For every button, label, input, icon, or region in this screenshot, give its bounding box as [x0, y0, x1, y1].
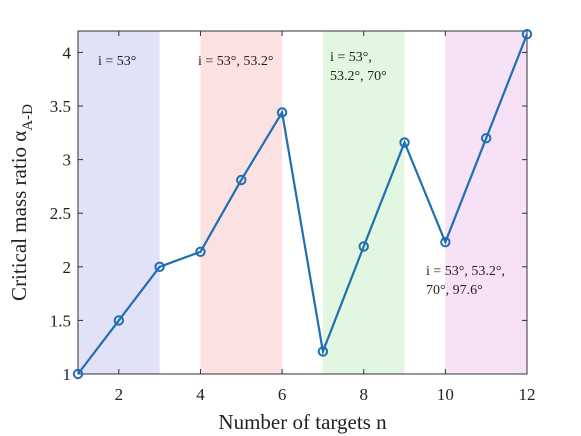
x-tick-label: 8 — [359, 385, 368, 404]
y-tick-label: 3.5 — [50, 97, 71, 116]
data-series — [72, 29, 533, 380]
data-point — [195, 246, 206, 258]
region-label-4: i = 53°, 53.2°, 70°, 97.6° — [426, 264, 505, 298]
y-axis-label: Critical mass ratio αA-D — [7, 104, 36, 301]
data-point — [72, 368, 84, 380]
x-tick-label: 2 — [115, 385, 124, 404]
data-point — [154, 261, 165, 273]
x-axis-label: Number of targets n — [218, 410, 387, 434]
data-point — [113, 315, 125, 326]
data-point — [440, 236, 451, 248]
x-tick-label: 12 — [519, 385, 536, 404]
y-axis-label-main: Critical mass ratio α — [7, 131, 31, 301]
data-point — [521, 29, 533, 40]
shaded-region-2 — [200, 31, 283, 374]
region-label-2: i = 53°, 53.2° — [198, 54, 273, 69]
region-label-4-line-1: i = 53°, 53.2°, — [426, 264, 505, 279]
x-tick-label: 4 — [196, 385, 205, 404]
shaded-regions — [78, 31, 527, 374]
y-tick-label: 2 — [63, 258, 72, 277]
data-point — [358, 241, 369, 252]
region-label-1: i = 53° — [98, 54, 136, 69]
region-label-3-line-1: i = 53°, — [330, 50, 372, 65]
y-axis-label-subscript: A-D — [20, 104, 36, 131]
shaded-region-1 — [78, 31, 160, 374]
data-point — [399, 137, 410, 148]
data-point — [317, 346, 329, 357]
region-label-3: i = 53°, 53.2°, 70° — [330, 50, 387, 84]
shaded-region-4 — [445, 31, 527, 374]
region-label-2-line-1: i = 53°, 53.2° — [198, 54, 273, 69]
data-point — [480, 132, 492, 144]
y-tick-label: 1.5 — [50, 311, 71, 330]
data-point — [236, 174, 247, 186]
y-tick-label: 3 — [63, 151, 72, 170]
x-tick-label: 6 — [278, 385, 287, 404]
data-point — [276, 107, 288, 118]
y-tick-label: 4 — [63, 43, 72, 62]
y-tick-label: 2.5 — [50, 204, 71, 223]
region-label-4-line-2: 70°, 97.6° — [426, 283, 483, 298]
x-axis-ticks: 2 4 6 8 10 12 — [115, 31, 536, 404]
y-tick-label: 1 — [63, 365, 72, 384]
y-axis-ticks: 1 1.5 2 2.5 3 3.5 4 — [50, 43, 527, 384]
plot-area-frame — [77, 30, 528, 375]
region-label-1-line-1: i = 53° — [98, 54, 136, 69]
x-tick-label: 10 — [437, 385, 454, 404]
region-annotations: i = 53° i = 53°, 53.2° i = 53°, 53.2°, 70°i… — [98, 50, 505, 298]
region-label-3-line-2: 53.2°, 70° — [330, 69, 387, 84]
series-line — [77, 33, 529, 375]
